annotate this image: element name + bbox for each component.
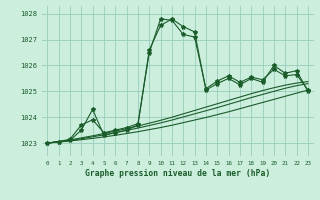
X-axis label: Graphe pression niveau de la mer (hPa): Graphe pression niveau de la mer (hPa) — [85, 169, 270, 178]
